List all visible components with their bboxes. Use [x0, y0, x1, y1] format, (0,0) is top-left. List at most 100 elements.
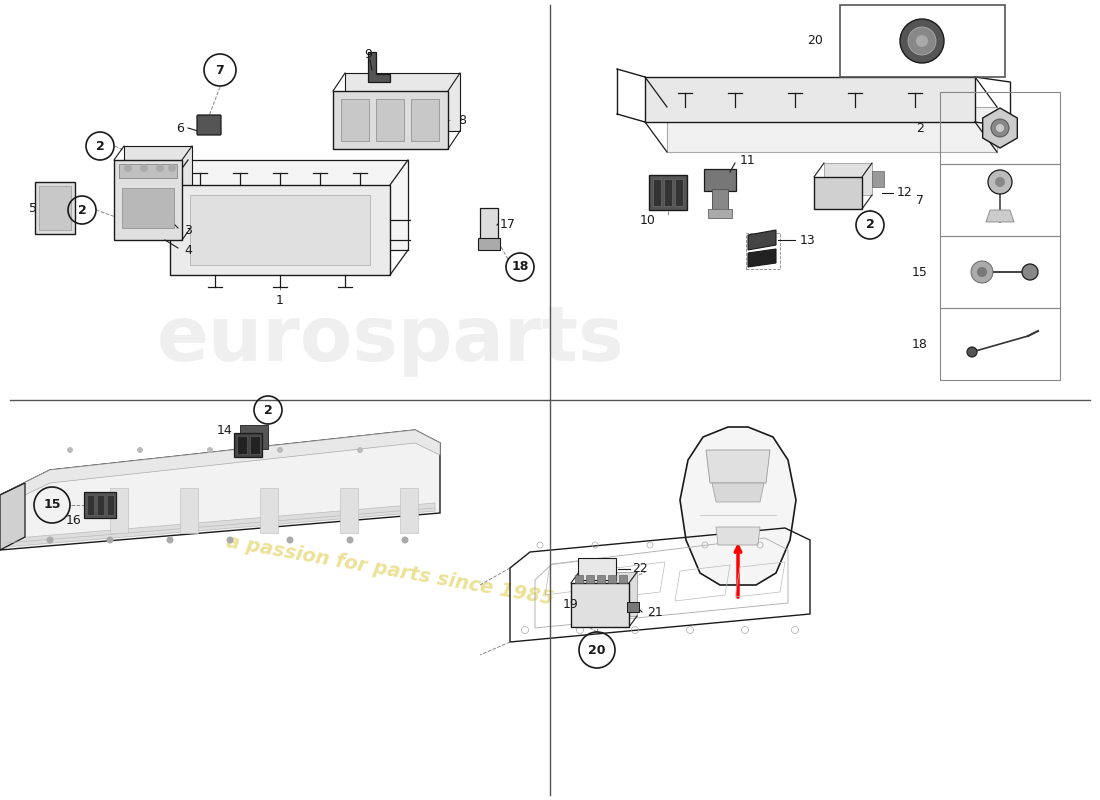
Circle shape [124, 164, 132, 172]
Circle shape [402, 537, 408, 543]
Bar [664, 179, 672, 206]
Bar [667, 107, 997, 152]
Circle shape [140, 164, 148, 172]
Text: 19: 19 [563, 598, 579, 611]
Text: 2: 2 [866, 218, 874, 231]
Bar [260, 488, 278, 533]
Text: 2: 2 [96, 139, 104, 153]
Circle shape [971, 261, 993, 283]
Circle shape [277, 447, 283, 453]
Circle shape [916, 35, 928, 47]
Text: 12: 12 [898, 186, 913, 199]
Text: 18: 18 [912, 338, 928, 350]
Bar [940, 164, 1060, 236]
Bar [712, 189, 728, 211]
Polygon shape [706, 450, 770, 483]
Bar [575, 575, 583, 583]
Bar [675, 179, 683, 206]
Bar [578, 558, 616, 580]
Bar [708, 209, 732, 218]
Bar [107, 495, 114, 515]
Circle shape [46, 537, 54, 543]
Bar [586, 575, 594, 583]
Text: eurosparts: eurosparts [156, 303, 624, 377]
Text: 2: 2 [264, 403, 273, 417]
Polygon shape [748, 230, 775, 250]
Bar [704, 169, 736, 191]
Text: 3: 3 [184, 223, 191, 237]
Text: 20: 20 [807, 34, 823, 47]
Text: 16: 16 [66, 514, 81, 526]
Bar [940, 92, 1060, 164]
Bar [571, 583, 629, 627]
Bar [39, 186, 72, 230]
Bar [940, 236, 1060, 308]
Circle shape [346, 537, 353, 543]
Bar [188, 160, 408, 250]
Bar [114, 160, 182, 240]
Bar [746, 233, 780, 269]
Bar [236, 436, 248, 454]
Bar [376, 99, 404, 141]
Bar [940, 308, 1060, 380]
Text: 7: 7 [216, 63, 224, 77]
Circle shape [977, 267, 987, 277]
Bar [824, 163, 872, 195]
Text: 9: 9 [364, 49, 372, 62]
Bar [333, 91, 448, 149]
Text: 14: 14 [217, 423, 233, 437]
Text: 1: 1 [276, 294, 284, 306]
Text: 17: 17 [500, 218, 516, 230]
Polygon shape [0, 430, 440, 550]
Polygon shape [748, 249, 775, 267]
Bar [190, 195, 370, 265]
Bar [872, 171, 884, 187]
Bar [619, 575, 627, 583]
Bar [597, 575, 605, 583]
Text: 13: 13 [800, 234, 816, 246]
Circle shape [227, 537, 233, 543]
Polygon shape [712, 483, 764, 502]
Circle shape [156, 164, 164, 172]
Polygon shape [986, 210, 1014, 222]
Text: 11: 11 [740, 154, 756, 166]
Bar [411, 99, 439, 141]
Text: 8: 8 [458, 114, 466, 126]
Text: 20: 20 [588, 643, 606, 657]
Circle shape [168, 164, 176, 172]
Circle shape [996, 124, 1004, 132]
Bar [87, 495, 94, 515]
FancyBboxPatch shape [197, 115, 221, 135]
Text: 21: 21 [647, 606, 663, 618]
Text: 2: 2 [78, 203, 87, 217]
Circle shape [138, 447, 143, 453]
Circle shape [908, 27, 936, 55]
Polygon shape [982, 108, 1018, 148]
Bar [480, 208, 498, 240]
Bar [124, 146, 192, 226]
Text: 22: 22 [632, 562, 648, 574]
Bar [35, 182, 75, 234]
Polygon shape [0, 430, 440, 507]
Polygon shape [716, 527, 760, 545]
Bar [119, 164, 177, 178]
Bar [122, 188, 174, 228]
Bar [110, 488, 128, 533]
Circle shape [1022, 264, 1038, 280]
Circle shape [207, 447, 213, 453]
Polygon shape [680, 427, 796, 585]
Bar [340, 488, 358, 533]
Bar [608, 575, 616, 583]
Circle shape [900, 19, 944, 63]
Text: a passion for parts since 1985: a passion for parts since 1985 [226, 532, 556, 608]
Bar [400, 488, 418, 533]
Bar [579, 572, 637, 616]
Text: 6: 6 [176, 122, 184, 134]
Bar [653, 179, 661, 206]
Bar [180, 488, 198, 533]
Text: 15: 15 [912, 266, 928, 278]
Text: 10: 10 [640, 214, 656, 226]
Polygon shape [368, 52, 390, 82]
Bar [234, 433, 262, 457]
Circle shape [67, 447, 73, 453]
